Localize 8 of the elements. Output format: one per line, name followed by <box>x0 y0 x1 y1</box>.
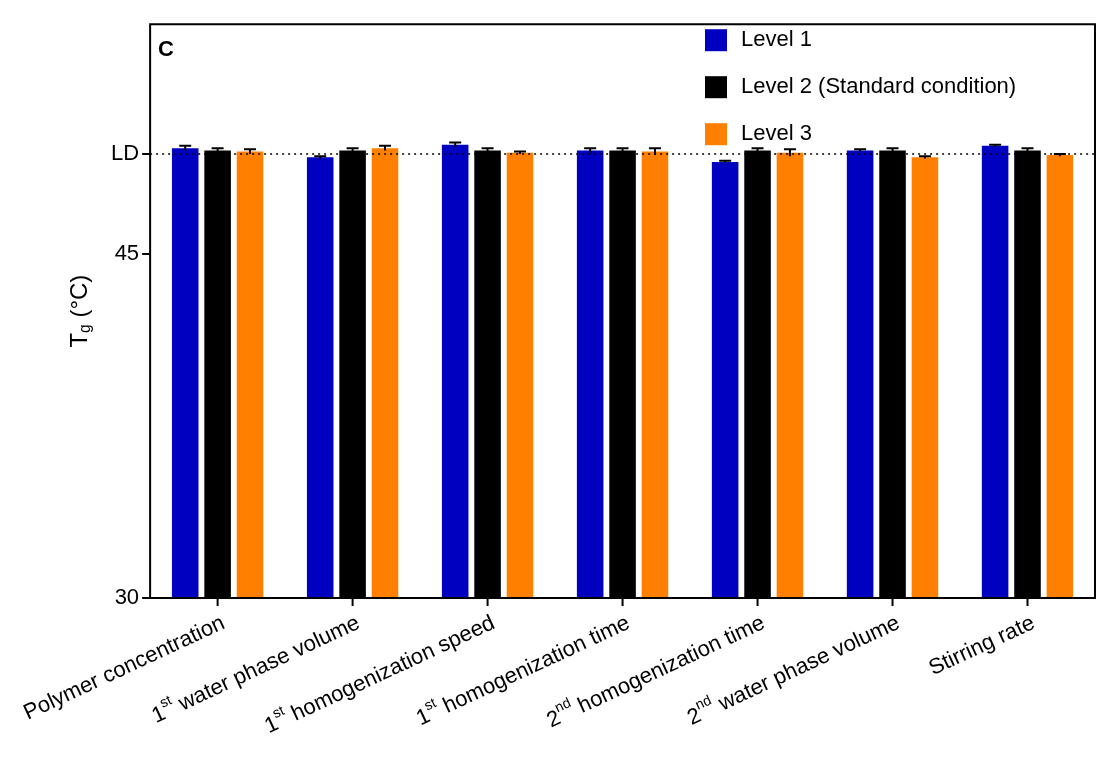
y-axis-title: Tg (°C) <box>64 274 94 348</box>
legend-label: Level 1 <box>741 26 812 52</box>
y-tick-label: 30 <box>114 584 140 610</box>
text: C <box>158 36 175 62</box>
legend-label: Level 3 <box>741 120 812 146</box>
legend-label: Level 2 (Standard condition) <box>741 73 1017 99</box>
y-tick-label: LD <box>111 139 140 165</box>
y-tick-label: 45 <box>114 239 140 265</box>
